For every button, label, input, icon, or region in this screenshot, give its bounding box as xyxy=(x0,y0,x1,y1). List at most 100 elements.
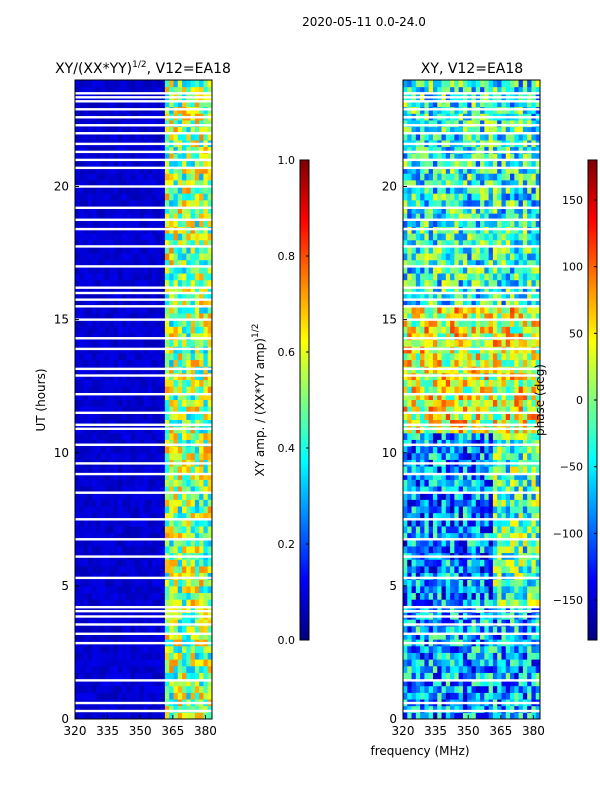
heatmap-cell xyxy=(450,679,455,687)
flagged-row xyxy=(75,623,212,626)
heatmap-cell xyxy=(505,619,511,627)
heatmap-cell xyxy=(109,339,115,347)
heatmap-cell xyxy=(96,359,102,367)
heatmap-cell xyxy=(186,153,192,161)
heatmap-cell xyxy=(194,572,200,580)
heatmap-cell xyxy=(92,299,97,307)
heatmap-cell xyxy=(190,605,196,613)
heatmap-cell xyxy=(156,446,162,454)
heatmap-cell xyxy=(104,419,110,427)
heatmap-cell xyxy=(100,446,106,454)
heatmap-cell xyxy=(83,525,89,534)
heatmap-cell xyxy=(87,665,93,673)
heatmap-cell xyxy=(441,386,447,394)
heatmap-cell xyxy=(207,472,213,480)
heatmap-cell xyxy=(501,466,507,474)
heatmap-cell xyxy=(437,712,443,720)
heatmap-cell xyxy=(117,605,123,613)
heatmap-cell xyxy=(96,219,102,227)
heatmap-cell xyxy=(462,559,468,567)
heatmap-cell xyxy=(96,166,102,174)
heatmap-cell xyxy=(152,565,157,574)
heatmap-cell xyxy=(424,419,430,427)
heatmap-cell xyxy=(143,406,149,414)
heatmap-cell xyxy=(403,452,408,460)
heatmap-cell xyxy=(510,559,515,567)
heatmap-cell xyxy=(122,266,127,274)
heatmap-cell xyxy=(411,672,417,680)
heatmap-cell xyxy=(531,692,537,700)
heatmap-cell xyxy=(510,585,515,594)
heatmap-cell xyxy=(169,545,174,554)
heatmap-cell xyxy=(152,599,157,607)
heatmap-cell xyxy=(420,446,425,454)
heatmap-cell xyxy=(83,359,89,367)
heatmap-cell xyxy=(96,545,102,554)
x-tick-label: 380 xyxy=(194,724,217,738)
heatmap-cell xyxy=(117,386,123,394)
heatmap-cell xyxy=(79,352,85,361)
heatmap-cell xyxy=(501,379,507,387)
heatmap-cell xyxy=(403,479,408,487)
heatmap-cell xyxy=(437,339,443,347)
heatmap-cell xyxy=(458,386,464,394)
heatmap-cell xyxy=(527,712,532,720)
heatmap-cell xyxy=(83,665,89,673)
heatmap-cell xyxy=(510,565,515,574)
heatmap-cell xyxy=(186,259,192,267)
heatmap-cell xyxy=(480,565,485,574)
heatmap-cell xyxy=(147,326,153,334)
heatmap-cell xyxy=(87,332,93,341)
heatmap-cell xyxy=(96,532,102,540)
heatmap-cell xyxy=(117,99,123,108)
heatmap-cell xyxy=(190,625,196,633)
heatmap-cell xyxy=(113,499,119,507)
heatmap-cell xyxy=(152,266,157,274)
heatmap-cell xyxy=(147,213,153,221)
heatmap-cell xyxy=(415,479,421,487)
heatmap-cell xyxy=(109,512,115,520)
heatmap-cell xyxy=(428,446,434,454)
heatmap-cell xyxy=(139,592,144,600)
heatmap-cell xyxy=(428,512,434,520)
heatmap-cell xyxy=(415,512,421,520)
heatmap-cell xyxy=(445,705,451,713)
heatmap-cell xyxy=(415,632,421,640)
heatmap-cell xyxy=(182,499,187,507)
heatmap-cell xyxy=(117,532,123,540)
heatmap-cell xyxy=(92,86,97,94)
heatmap-cell xyxy=(109,412,115,420)
heatmap-cell xyxy=(501,452,507,460)
heatmap-cell xyxy=(194,359,200,367)
heatmap-cell xyxy=(113,213,119,221)
heatmap-cell xyxy=(104,246,110,254)
heatmap-cell xyxy=(411,605,417,613)
flagged-row xyxy=(75,108,212,111)
heatmap-cell xyxy=(117,412,123,420)
heatmap-cell xyxy=(109,293,115,301)
heatmap-cell xyxy=(458,625,464,633)
heatmap-cell xyxy=(83,479,89,487)
heatmap-cell xyxy=(130,80,136,88)
heatmap-cell xyxy=(207,119,213,128)
heatmap-cell xyxy=(484,439,490,447)
heatmap-cell xyxy=(194,452,200,460)
heatmap-cell xyxy=(160,179,166,187)
heatmap-cell xyxy=(415,399,421,407)
heatmap-cell xyxy=(122,153,127,161)
heatmap-cell xyxy=(152,379,157,387)
heatmap-cell xyxy=(160,206,166,214)
heatmap-cell xyxy=(480,472,485,480)
heatmap-cell xyxy=(104,133,110,141)
heatmap-cell xyxy=(199,80,204,88)
heatmap-cell xyxy=(79,306,85,314)
heatmap-cell xyxy=(87,379,93,387)
heatmap-cell xyxy=(134,705,140,713)
heatmap-cell xyxy=(139,379,144,387)
heatmap-cell xyxy=(164,692,170,700)
heatmap-cell xyxy=(173,499,179,507)
heatmap-cell xyxy=(109,299,115,307)
heatmap-cell xyxy=(407,452,413,460)
heatmap-cell xyxy=(152,579,157,587)
heatmap-cell xyxy=(199,492,204,500)
